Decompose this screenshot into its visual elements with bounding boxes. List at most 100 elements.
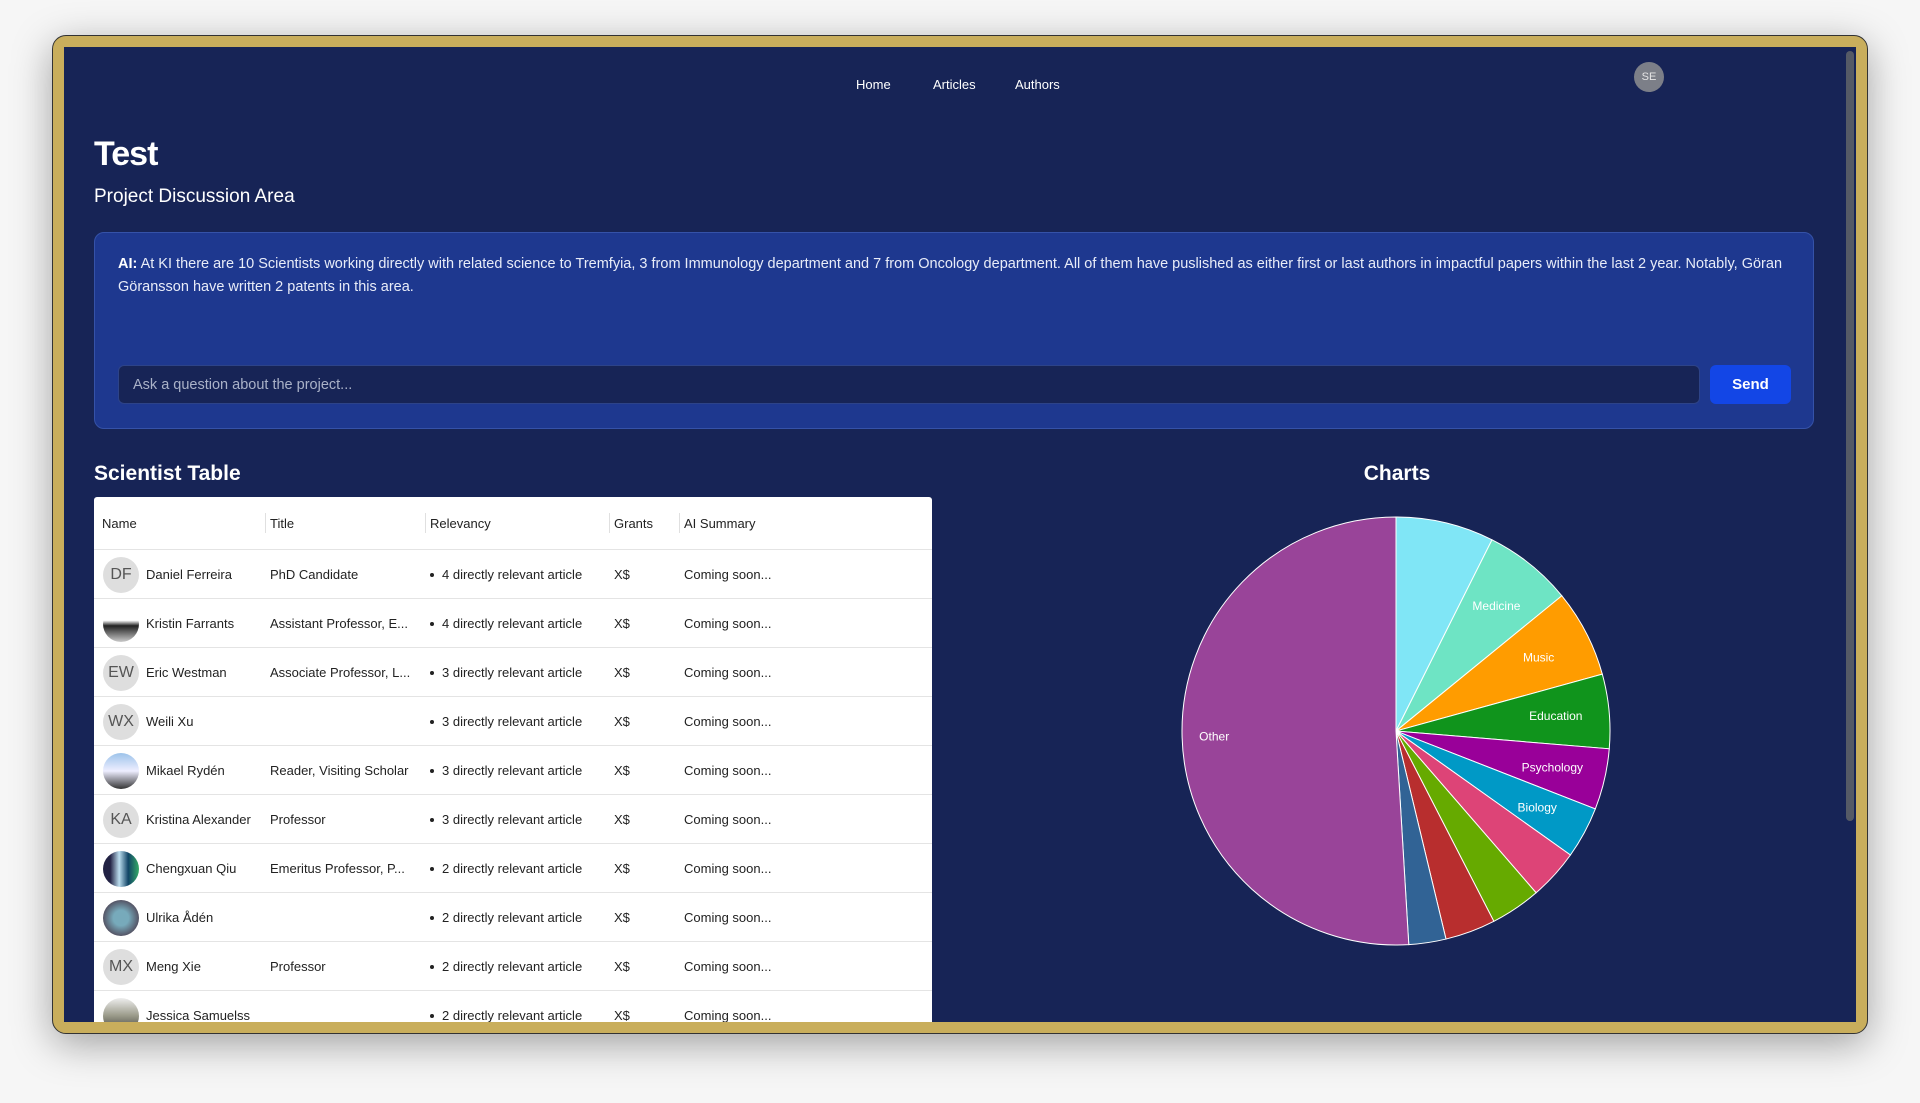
- table-row[interactable]: Kristin Farrants Assistant Professor, E.…: [94, 599, 932, 648]
- grants: X$: [614, 762, 630, 778]
- scientist-name[interactable]: Eric Westman: [146, 664, 227, 680]
- avatar-photo: [103, 900, 139, 936]
- grants: X$: [614, 713, 630, 729]
- slice-label: Other: [1199, 729, 1229, 743]
- ai-summary: Coming soon...: [684, 860, 772, 876]
- avatar-initials: WX: [103, 704, 139, 740]
- column-header[interactable]: AI Summary: [684, 515, 756, 531]
- pie-slice[interactable]: [1181, 516, 1410, 946]
- table-row[interactable]: DF Daniel Ferreira PhD Candidate 4 direc…: [94, 550, 932, 599]
- bullet-icon: [430, 1013, 434, 1018]
- grants: X$: [614, 615, 630, 631]
- avatar-initials: KA: [103, 802, 139, 838]
- scientist-title: [270, 893, 424, 942]
- table-row[interactable]: KA Kristina Alexander Professor 3 direct…: [94, 795, 932, 844]
- ai-summary: Coming soon...: [684, 713, 772, 729]
- relevancy-text: 3 directly relevant article: [442, 713, 583, 729]
- scientist-name[interactable]: Daniel Ferreira: [146, 566, 232, 582]
- relevancy: 2 directly relevant article: [430, 942, 608, 991]
- column-divider: [679, 513, 680, 533]
- avatar-photo: [103, 851, 139, 887]
- relevancy-text: 2 directly relevant article: [442, 1007, 583, 1023]
- slice-label: Education: [1529, 709, 1582, 723]
- page-title: Test: [94, 135, 158, 173]
- ai-summary: Coming soon...: [684, 762, 772, 778]
- scientist-title: PhD Candidate: [270, 566, 359, 582]
- grants: X$: [614, 811, 630, 827]
- scientist-title: Associate Professor, L...: [270, 664, 411, 680]
- bullet-icon: [430, 621, 434, 626]
- ai-summary: Coming soon...: [684, 958, 772, 974]
- scientist-name[interactable]: Ulrika Ådén: [146, 909, 214, 925]
- table-row[interactable]: WX Weili Xu 3 directly relevant article …: [94, 697, 932, 746]
- avatar-initials: MX: [103, 949, 139, 985]
- table-row[interactable]: Chengxuan Qiu Emeritus Professor, P... 2…: [94, 844, 932, 893]
- bullet-icon: [430, 817, 434, 822]
- ai-message-text: At KI there are 10 Scientists working di…: [118, 256, 1783, 295]
- table-row[interactable]: MX Meng Xie Professor 2 directly relevan…: [94, 942, 932, 991]
- column-header[interactable]: Grants: [614, 515, 654, 531]
- scientist-name[interactable]: Weili Xu: [146, 713, 194, 729]
- scientist-name[interactable]: Mikael Rydén: [146, 762, 225, 778]
- grants: X$: [614, 1007, 630, 1023]
- app-screen: Home Articles Authors SE Test Project Di…: [64, 47, 1856, 1022]
- table-row[interactable]: Jessica Samuelss 2 directly relevant art…: [94, 991, 932, 1022]
- scientist-title: Emeritus Professor, P...: [270, 860, 405, 876]
- scientist-table-heading: Scientist Table: [94, 462, 241, 485]
- scientist-name[interactable]: Kristin Farrants: [146, 615, 235, 631]
- column-header[interactable]: Title: [270, 515, 295, 531]
- ai-summary: Coming soon...: [684, 811, 772, 827]
- nav-home[interactable]: Home: [856, 77, 891, 92]
- column-divider: [265, 513, 266, 533]
- scientist-title: Assistant Professor, E...: [270, 615, 408, 631]
- ai-summary: Coming soon...: [684, 615, 772, 631]
- send-button[interactable]: Send: [1710, 365, 1791, 404]
- relevancy: 3 directly relevant article: [430, 648, 608, 697]
- avatar-initials: DF: [103, 557, 139, 593]
- avatar-photo: [103, 998, 139, 1022]
- scientist-title: Professor: [270, 958, 326, 974]
- relevancy: 3 directly relevant article: [430, 795, 608, 844]
- page-subtitle: Project Discussion Area: [94, 186, 295, 207]
- charts-heading: Charts: [1363, 462, 1431, 485]
- pie-slice[interactable]: [1395, 516, 1493, 732]
- table-row[interactable]: Ulrika Ådén 2 directly relevant article …: [94, 893, 932, 942]
- relevancy-text: 4 directly relevant article: [442, 615, 583, 631]
- nav-authors[interactable]: Authors: [1015, 77, 1060, 92]
- column-header[interactable]: Relevancy: [430, 515, 491, 531]
- ai-discussion-panel: AI: At KI there are 10 Scientists workin…: [94, 232, 1814, 429]
- relevancy: 3 directly relevant article: [430, 697, 608, 746]
- slice-label: Medicine: [1472, 599, 1520, 613]
- scientist-name[interactable]: Chengxuan Qiu: [146, 860, 237, 876]
- scrollbar[interactable]: [1846, 51, 1854, 821]
- scientist-name[interactable]: Jessica Samuelss: [146, 1007, 251, 1023]
- relevancy-text: 2 directly relevant article: [442, 958, 583, 974]
- relevancy-text: 3 directly relevant article: [442, 762, 583, 778]
- relevancy: 3 directly relevant article: [430, 746, 608, 795]
- table-row[interactable]: EW Eric Westman Associate Professor, L..…: [94, 648, 932, 697]
- avatar-photo: [103, 606, 139, 642]
- table-row[interactable]: Mikael Rydén Reader, Visiting Scholar 3 …: [94, 746, 932, 795]
- user-avatar[interactable]: SE: [1634, 62, 1664, 92]
- question-input[interactable]: [118, 365, 1700, 404]
- pie-chart: Medicine Music Education Psychology Biology O…: [1181, 516, 1611, 946]
- column-header[interactable]: Name: [102, 515, 137, 531]
- scientist-table: Name Title Relevancy Grants AI Summary DF Dan…: [94, 497, 932, 1022]
- scientist-title: [270, 697, 424, 746]
- avatar-photo: [103, 753, 139, 789]
- relevancy-text: 2 directly relevant article: [442, 909, 583, 925]
- slice-label: Psychology: [1522, 760, 1583, 774]
- bullet-icon: [430, 719, 434, 724]
- bullet-icon: [430, 915, 434, 920]
- scientist-name[interactable]: Kristina Alexander: [146, 811, 251, 827]
- table-header: Name Title Relevancy Grants AI Summary: [94, 497, 932, 550]
- slice-label: Biology: [1518, 800, 1557, 814]
- slice-label: Music: [1523, 650, 1554, 664]
- bullet-icon: [430, 866, 434, 871]
- nav-articles[interactable]: Articles: [933, 77, 976, 92]
- bullet-icon: [430, 964, 434, 969]
- scientist-name[interactable]: Meng Xie: [146, 958, 201, 974]
- ai-summary: Coming soon...: [684, 664, 772, 680]
- scientist-title: Professor: [270, 811, 326, 827]
- scientist-title: [270, 991, 424, 1022]
